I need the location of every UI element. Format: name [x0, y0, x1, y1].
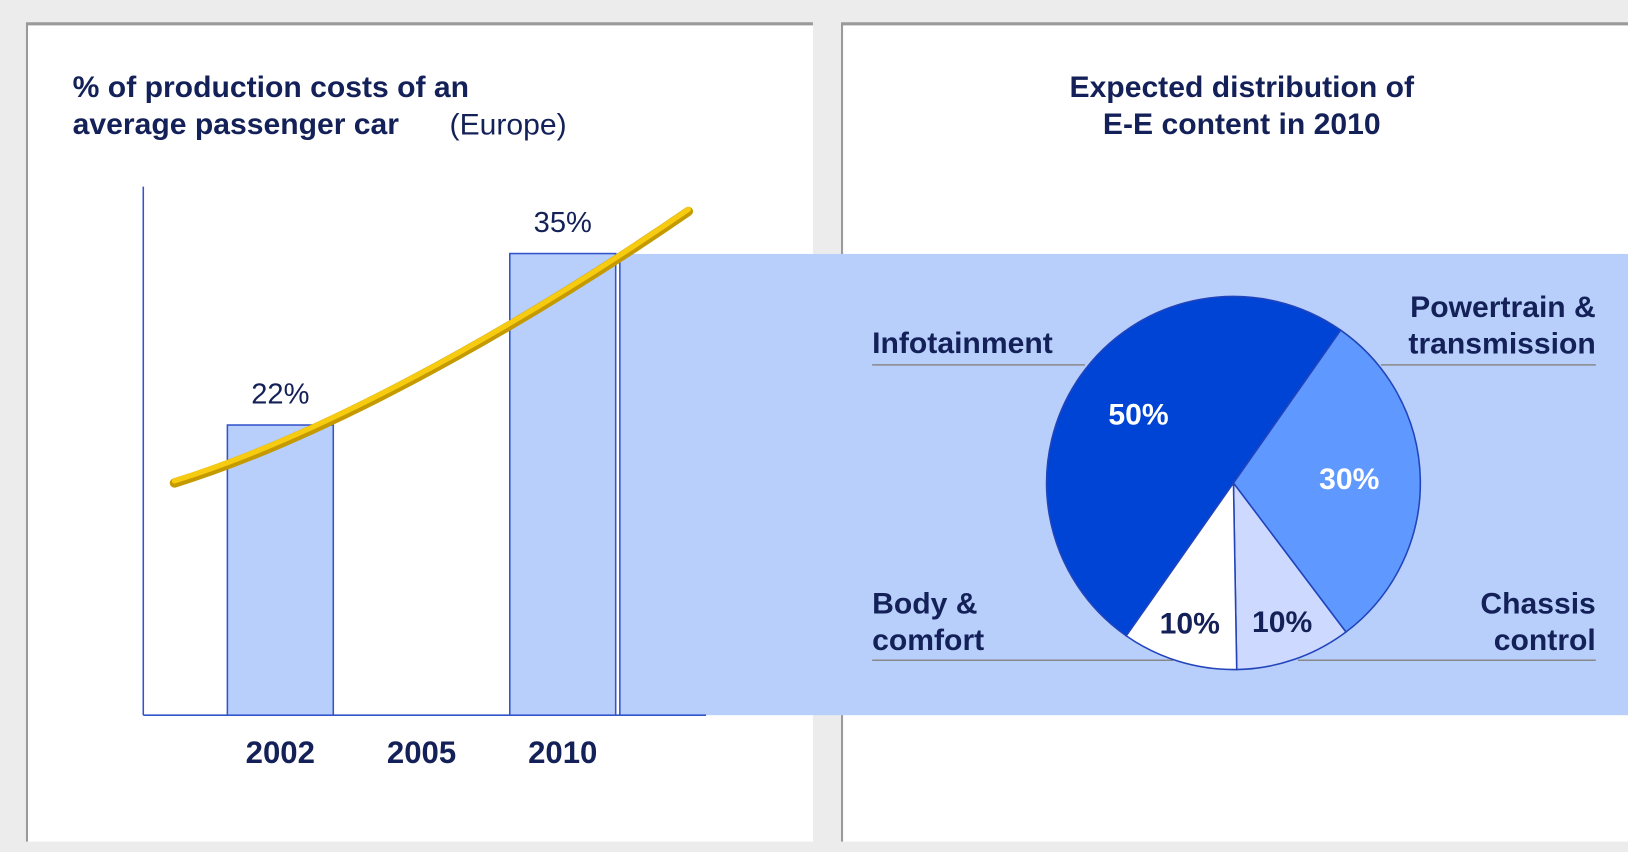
category-label: Body & comfort [872, 587, 984, 657]
chart-title-note: (Europe) [450, 108, 567, 141]
pie-slice [1232, 329, 1422, 634]
trend-curve [171, 206, 691, 484]
x-tick-label: 2005 [387, 735, 456, 770]
slice-label: 30% [1319, 463, 1379, 496]
chart-title: Expected distribution of E-E content in 2… [1069, 71, 1415, 141]
slice-label: 10% [1160, 608, 1220, 641]
chart-title: % of production costs of an average passe… [73, 71, 469, 141]
data-label: 22% [251, 379, 309, 411]
category-label: Powertrain & transmission [1408, 291, 1595, 361]
category-label: Infotainment [872, 327, 1053, 360]
slice-label: 10% [1252, 606, 1312, 639]
slice-label: 50% [1108, 399, 1168, 432]
pie-slice [1046, 296, 1342, 637]
category-label: Chassis control [1480, 587, 1595, 657]
data-label: 35% [534, 207, 592, 239]
x-tick-label: 2010 [528, 735, 597, 770]
x-tick-label: 2002 [246, 735, 315, 770]
bar [509, 252, 617, 716]
bar [226, 424, 335, 716]
pie-slice [1232, 480, 1348, 671]
pie-slice [1125, 480, 1238, 671]
